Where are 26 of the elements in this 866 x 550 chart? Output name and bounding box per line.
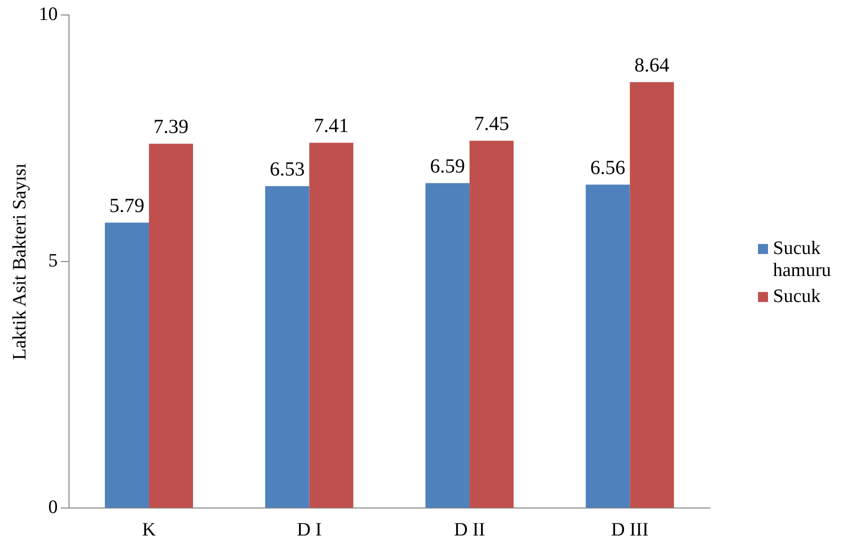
legend-label: Sucuk <box>773 286 822 308</box>
legend-label: Sucuk hamuru <box>773 238 832 282</box>
bar <box>265 186 310 508</box>
data-label: 6.56 <box>590 156 626 179</box>
x-tick-label: D I <box>296 520 322 541</box>
y-axis-title: Laktik Asit Bakteri Sayısı <box>9 163 30 360</box>
bar <box>148 144 194 508</box>
data-label: 7.45 <box>474 113 510 136</box>
bar <box>309 142 354 508</box>
data-label: 6.53 <box>270 158 305 180</box>
data-label: 5.79 <box>109 194 144 217</box>
bar <box>425 183 470 508</box>
y-tick-label: 5 <box>48 250 58 272</box>
data-label: 7.41 <box>314 114 349 137</box>
x-tick-label: D III <box>611 520 649 541</box>
y-tick-label: 10 <box>38 4 58 25</box>
x-tick-label: K <box>142 520 156 541</box>
bar <box>470 140 514 508</box>
bar <box>630 82 674 508</box>
x-tick-label: D II <box>454 520 486 541</box>
bar <box>104 222 149 508</box>
data-label: 7.39 <box>153 116 188 138</box>
y-tick-label: 0 <box>48 497 58 518</box>
data-label: 6.59 <box>430 155 466 178</box>
bar <box>586 184 630 508</box>
data-label: 8.64 <box>634 54 670 76</box>
